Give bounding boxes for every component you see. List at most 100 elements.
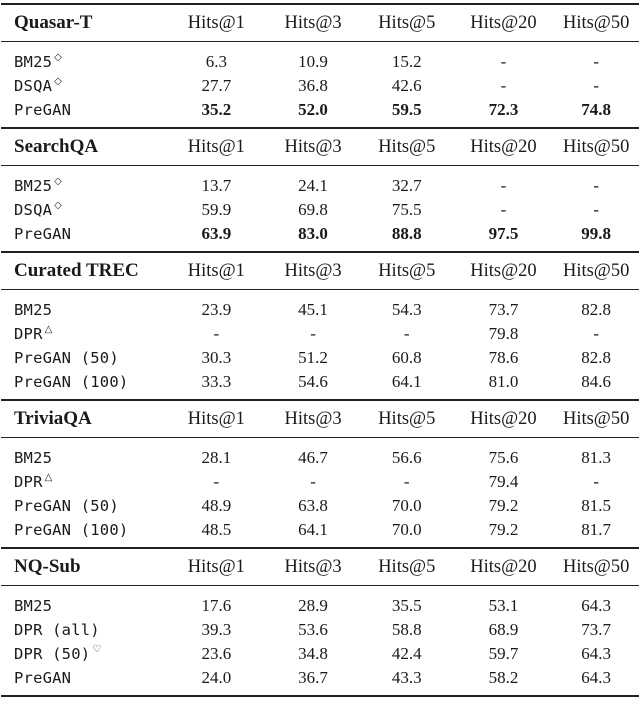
method-cell: DPR △ [1,472,167,492]
table-row: PreGAN 35.2 52.0 59.5 72.3 74.8 [1,98,639,122]
value-cell: 69.8 [298,200,328,219]
value-cell: 68.9 [488,620,519,639]
column-header: Hits@20 [470,260,537,281]
column-header: Hits@5 [378,12,436,33]
footnote-mark-icon: △ [44,324,53,335]
section-header-row: TriviaQA Hits@1 Hits@3 Hits@5 Hits@20 Hits@50 [1,401,639,438]
column-header: Hits@1 [187,136,245,157]
table-row: BM25 23.9 45.1 54.3 73.7 82.8 [1,298,639,322]
value-cell: 13.7 [201,176,232,195]
column-header: Hits@5 [378,408,436,429]
value-cell: 45.1 [298,300,328,319]
column-header: Hits@5 [378,260,436,281]
value-cell: 81.5 [581,496,612,515]
method-cell: PreGAN (50) [1,496,167,516]
value-cell: 64.3 [581,596,612,615]
table-row: DPR (50) ♡ 23.6 34.8 42.4 59.7 64.3 [1,642,639,666]
dataset-name: Curated TREC [14,260,139,281]
value-cell: 78.6 [488,348,519,367]
footnote-mark-icon: ◇ [54,52,62,63]
value-cell: 6.3 [205,52,227,71]
value-cell: 56.6 [391,448,422,467]
value-cell: 48.9 [201,496,232,515]
value-cell: 70.0 [391,496,422,515]
method-cell: DPR (50) ♡ [1,644,167,664]
method-cell: PreGAN (100) [1,520,167,540]
method-name: DPR (50) [14,645,91,663]
column-header: Hits@3 [284,556,342,577]
value-cell: 79.2 [488,496,519,515]
value-cell: 52.0 [298,100,328,119]
value-cell: 51.2 [298,348,328,367]
value-cell: 28.1 [201,448,232,467]
value-cell: 72.3 [488,100,519,119]
value-cell: 32.7 [391,176,422,195]
value-cell: 54.6 [298,372,328,391]
value-cell: 33.3 [201,372,232,391]
value-cell: - [213,472,220,491]
value-cell: 64.3 [581,668,612,687]
table-section: NQ-Sub Hits@1 Hits@3 Hits@5 Hits@20 Hits@50 BM… [1,547,639,697]
column-header: Hits@50 [562,136,630,157]
table-section: Quasar-T Hits@1 Hits@3 Hits@5 Hits@20 Hits@50… [1,3,639,127]
value-cell: - [500,76,507,95]
value-cell: 34.8 [298,644,328,663]
method-name: BM25 [14,177,53,195]
value-cell: 88.8 [391,224,422,243]
value-cell: 28.9 [298,596,328,615]
method-cell: DPR △ [1,324,167,344]
table-section: TriviaQA Hits@1 Hits@3 Hits@5 Hits@20 Hits@50… [1,399,639,547]
column-header: Hits@3 [284,260,342,281]
value-cell: 82.8 [581,300,612,319]
value-cell: 23.6 [201,644,232,663]
table-row: PreGAN 63.9 83.0 88.8 97.5 99.8 [1,222,639,246]
method-name: DPR [14,325,43,343]
method-name: BM25 [14,301,53,319]
method-name: BM25 [14,449,53,467]
footnote-mark-icon: ◇ [54,76,62,87]
value-cell: 17.6 [201,596,232,615]
value-cell: 82.8 [581,348,612,367]
column-header: Hits@3 [284,136,342,157]
value-cell: 75.5 [391,200,422,219]
value-cell: 97.5 [488,224,519,243]
value-cell: 79.8 [488,324,519,343]
table-section: SearchQA Hits@1 Hits@3 Hits@5 Hits@20 Hits@50… [1,127,639,251]
value-cell: 79.2 [488,520,519,539]
value-cell: - [500,200,507,219]
value-cell: 74.8 [581,100,612,119]
table-row: DPR △ - - - 79.4 - [1,470,639,494]
value-cell: - [403,324,410,343]
value-cell: 23.9 [201,300,232,319]
method-name: BM25 [14,53,53,71]
column-header: Hits@20 [470,556,537,577]
value-cell: - [593,324,599,343]
value-cell: 58.8 [391,620,422,639]
column-header: Hits@50 [562,260,630,281]
value-cell: 81.7 [581,520,612,539]
table-row: BM25 ◇ 13.7 24.1 32.7 - - [1,174,639,198]
dataset-name: NQ-Sub [14,556,81,577]
method-name: DSQA [14,201,53,219]
value-cell: 59.7 [488,644,519,663]
table-row: BM25 17.6 28.9 35.5 53.1 64.3 [1,594,639,618]
method-cell: BM25 ◇ [1,176,167,196]
method-cell: PreGAN (50) [1,348,167,368]
value-cell: 15.2 [391,52,422,71]
value-cell: 48.5 [201,520,232,539]
value-cell: 64.3 [581,644,612,663]
footnote-mark-icon: ◇ [54,176,62,187]
table-row: BM25 ◇ 6.3 10.9 15.2 - - [1,50,639,74]
value-cell: 35.2 [201,100,232,119]
table-section: Curated TREC Hits@1 Hits@3 Hits@5 Hits@20 Hit… [1,251,639,399]
column-header: Hits@1 [187,12,245,33]
value-cell: 24.1 [298,176,328,195]
method-name: PreGAN (50) [14,497,119,515]
results-table: Quasar-T Hits@1 Hits@3 Hits@5 Hits@20 Hits@50… [1,0,639,697]
value-cell: - [213,324,220,343]
table-row: PreGAN 24.0 36.7 43.3 58.2 64.3 [1,666,639,690]
table-row: PreGAN (100) 33.3 54.6 64.1 81.0 84.6 [1,370,639,394]
method-name: PreGAN (50) [14,349,119,367]
dataset-name: Quasar-T [14,12,93,33]
value-cell: 70.0 [391,520,422,539]
